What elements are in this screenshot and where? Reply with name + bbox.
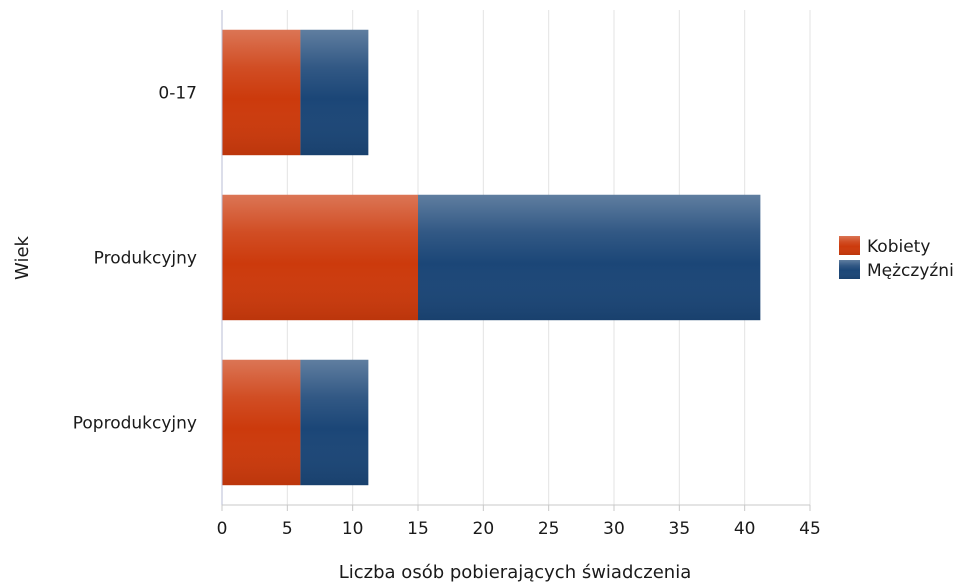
x-tick-label: 35	[669, 519, 691, 539]
category-label: Produkcyjny	[94, 249, 197, 269]
x-tick-label: 25	[538, 519, 560, 539]
bar-sheen	[222, 194, 418, 321]
x-tick-label: 40	[734, 519, 756, 539]
legend-label: Mężczyźni	[867, 261, 954, 281]
bar-sheen	[300, 359, 369, 486]
bar-sheen	[418, 194, 761, 321]
x-tick-label: 5	[282, 519, 293, 539]
bar-sheen	[300, 29, 369, 156]
bar-sheen	[222, 359, 301, 486]
x-tick-label: 15	[407, 519, 429, 539]
bars	[222, 29, 761, 486]
legend: Kobiety Mężczyźni	[839, 236, 954, 281]
category-label: Poprodukcyjny	[73, 414, 197, 434]
x-tick-label: 45	[799, 519, 821, 539]
category-label: 0-17	[158, 84, 197, 104]
x-axis-title: Liczba osób pobierających świadczenia	[339, 562, 692, 583]
x-tick-label: 20	[473, 519, 495, 539]
x-tick-label: 30	[603, 519, 625, 539]
y-axis-title: Wiek	[12, 235, 33, 279]
legend-label: Kobiety	[867, 237, 930, 257]
legend-swatch-sheen	[839, 236, 860, 255]
x-tick-label: 10	[342, 519, 364, 539]
axes: 0 5 10 15 20 25 30 35 40 45 0-17 Produkcyjny Poprodu…	[73, 10, 821, 539]
legend-swatch-sheen	[839, 260, 860, 279]
x-tick-label: 0	[217, 519, 228, 539]
bar-sheen	[222, 29, 301, 156]
